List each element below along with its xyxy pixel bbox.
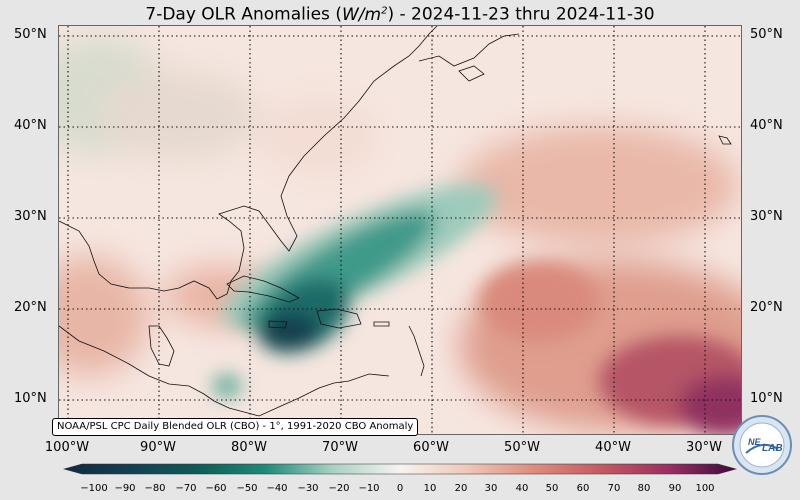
central-south-america-coast [59,325,390,417]
newfoundland-outline [458,65,485,82]
lon-label: 50°W [504,440,540,455]
colorbar-tick-label: 100 [695,483,715,494]
lat-label-right: 40°N [750,118,783,133]
lon-label: 60°W [413,440,449,455]
puerto-rico-outline [373,321,390,327]
colorbar-tick-label: −90 [114,483,136,494]
colorbar-tick-label: −80 [144,483,166,494]
colorbar-tick-label: −30 [297,483,319,494]
colorbar-tick-label: 20 [454,483,468,494]
lat-label-right: 30°N [750,209,783,224]
colorbar-tick-label: 30 [484,483,498,494]
strongest-positive-east [679,376,741,434]
jamaica-outline [268,320,288,329]
lat-label-left: 10°N [14,391,47,406]
colorbar-tick-label: −40 [266,483,288,494]
logo-swoosh [745,443,779,454]
negative-core-deepest [259,313,319,349]
colorbar-tick-label: 90 [668,483,682,494]
cuba-outline [226,275,300,303]
lat-label-left: 20°N [14,300,47,315]
colorbar-tick-label: −10 [358,483,380,494]
yucatan-outline [148,325,175,367]
lon-label: 100°W [44,440,90,455]
lat-label-left: 40°N [14,118,47,133]
title-unit-exp: 2 [381,5,388,16]
lat-label-right: 50°N [750,27,783,42]
lon-label: 70°W [322,440,358,455]
nova-scotia-outline [418,33,520,67]
positive-anomaly-central-atlantic-north [459,126,739,246]
title-prefix: 7-Day OLR Anomalies ( [145,4,342,25]
colorbar-tick-label: 50 [545,483,559,494]
nesdis-lab-logo: NE LAB [732,415,792,475]
colorbar-tick-label: 10 [423,483,437,494]
north-america-coast [59,26,438,300]
title-unit-base: W/m [341,4,382,25]
coastlines [59,26,732,417]
colorbar-tick-label: −50 [236,483,258,494]
lat-label-right: 10°N [750,391,783,406]
azores-outline [718,135,732,145]
logo-ne-glyph: NE [748,437,761,447]
lon-label: 90°W [140,440,176,455]
colorbar-tick-label: 40 [515,483,529,494]
lat-label-right: 20°N [750,300,783,315]
colorbar-tick-label: 60 [576,483,590,494]
logo-lab-glyph: LAB [762,443,783,454]
negative-patch-south [212,374,242,398]
anomaly-field-detail [212,183,741,434]
colorbar-tick-label: 80 [637,483,651,494]
lon-label: 80°W [231,440,267,455]
weak-positive-east-coast [259,96,379,176]
colorbar-tick-label: −20 [328,483,350,494]
lon-label: 30°W [686,440,722,455]
colorbar-tick-label: 0 [396,483,404,494]
positive-core-central [479,261,599,341]
colorbar-tick-label: 70 [607,483,621,494]
graticule [59,26,741,434]
map-title: 7-Day OLR Anomalies (W/m2) - 2024-11-23 … [0,0,800,26]
olr-anomaly-map [58,25,742,435]
weak-anomaly-north [99,71,259,161]
lon-label: 40°W [595,440,631,455]
data-source-credit: NOAA/PSL CPC Daily Blended OLR (CBO) - 1… [52,418,419,436]
positive-anomaly-mexico [59,256,149,376]
title-suffix: ) - 2024-11-23 thru 2024-11-30 [387,4,655,25]
colorbar-tick-label: −60 [205,483,227,494]
hispaniola-outline [316,308,362,329]
map-canvas [59,26,741,434]
colorbar-tick-label: −70 [175,483,197,494]
colorbar-gradient [62,463,738,475]
colorbar-tick-label: −100 [80,483,108,494]
lesser-antilles-outline [408,325,425,377]
lat-label-left: 50°N [14,27,47,42]
lat-label-left: 30°N [14,209,47,224]
